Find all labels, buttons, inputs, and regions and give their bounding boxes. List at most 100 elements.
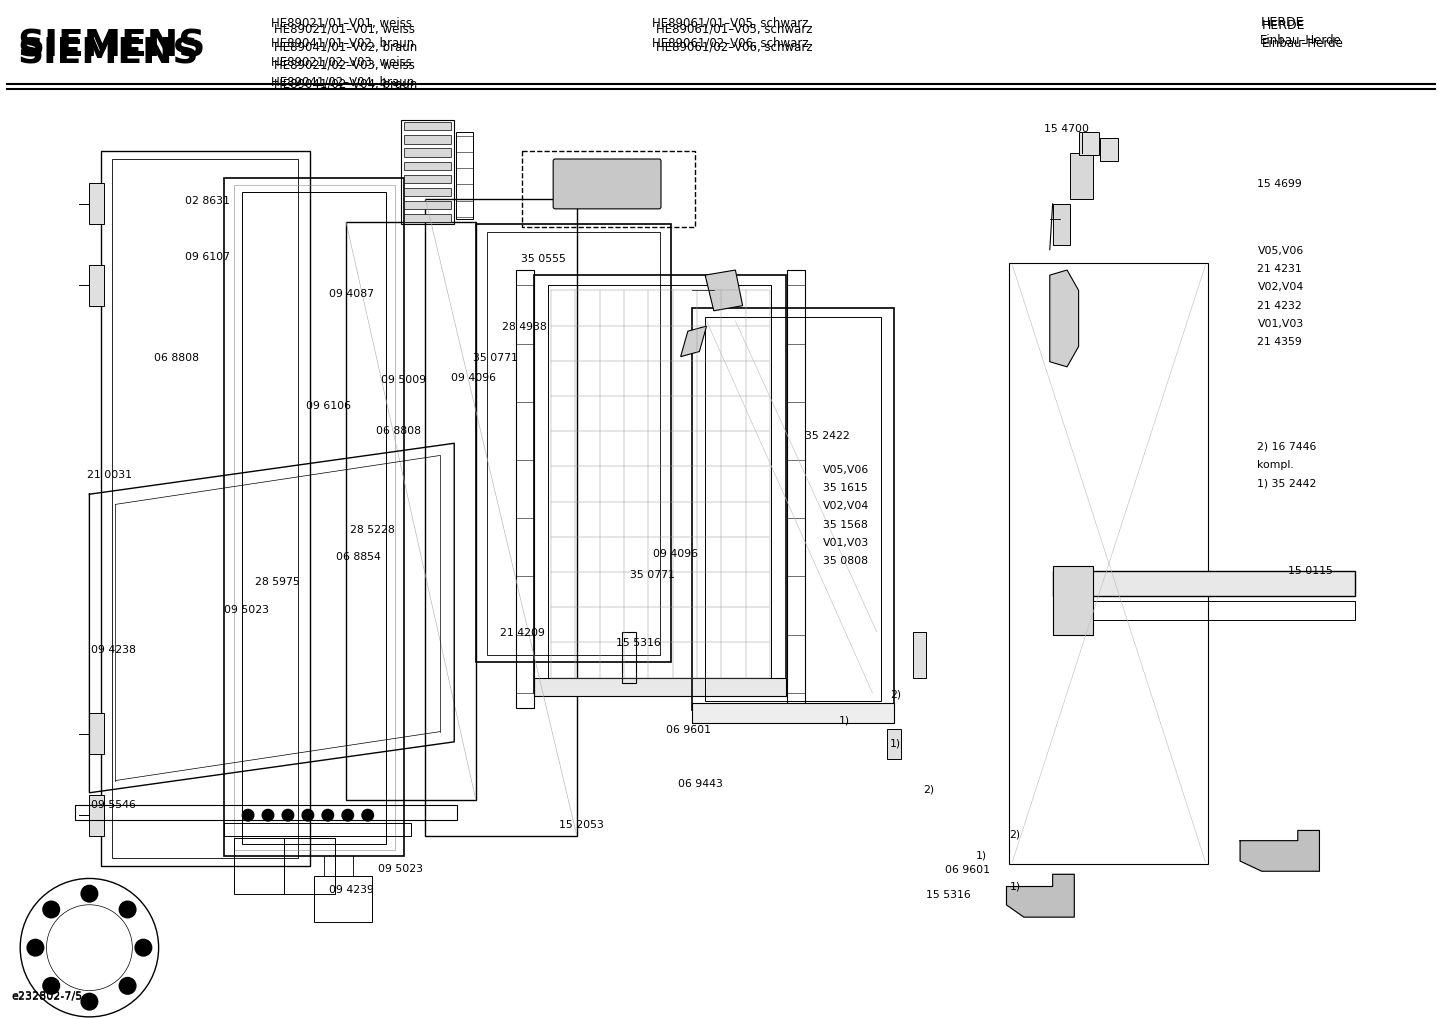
Text: 21 0031: 21 0031 xyxy=(87,470,131,480)
Bar xyxy=(1053,566,1093,635)
Text: 15 0115: 15 0115 xyxy=(1288,566,1332,576)
Text: 09 4238: 09 4238 xyxy=(91,645,136,655)
Text: 2): 2) xyxy=(923,785,934,795)
Text: V05,V06: V05,V06 xyxy=(823,465,870,475)
Text: HERDE: HERDE xyxy=(1262,19,1305,32)
Bar xyxy=(224,823,411,836)
Text: 21 4232: 21 4232 xyxy=(1257,301,1302,311)
Polygon shape xyxy=(887,729,901,759)
Text: 09 4087: 09 4087 xyxy=(329,289,373,300)
Circle shape xyxy=(303,809,314,821)
Bar xyxy=(75,805,457,820)
Text: 02 8631: 02 8631 xyxy=(185,196,229,206)
Text: 35 0771: 35 0771 xyxy=(630,570,675,580)
Polygon shape xyxy=(89,265,104,306)
Text: HE89041/01–V02, braun: HE89041/01–V02, braun xyxy=(274,41,417,53)
FancyBboxPatch shape xyxy=(554,159,660,209)
Text: 09 4096: 09 4096 xyxy=(653,549,698,559)
Text: V05,V06: V05,V06 xyxy=(1257,246,1304,256)
Bar xyxy=(622,632,636,683)
Bar xyxy=(404,136,451,144)
Bar xyxy=(404,187,451,196)
Polygon shape xyxy=(705,270,743,311)
Bar xyxy=(522,151,695,227)
Text: Einbau–Herde: Einbau–Herde xyxy=(1262,38,1344,50)
Bar xyxy=(516,270,534,708)
Text: 09 5546: 09 5546 xyxy=(91,800,136,810)
Text: 15 5316: 15 5316 xyxy=(616,638,660,648)
Text: HERDE: HERDE xyxy=(1260,16,1304,29)
Text: 28 5975: 28 5975 xyxy=(255,577,300,587)
Bar xyxy=(401,120,454,224)
Bar xyxy=(1009,263,1208,864)
Text: 06 8808: 06 8808 xyxy=(376,426,421,436)
Bar xyxy=(234,838,284,894)
Text: 35 1568: 35 1568 xyxy=(823,520,868,530)
Bar xyxy=(314,876,372,922)
Circle shape xyxy=(283,809,294,821)
Text: 21 4231: 21 4231 xyxy=(1257,264,1302,274)
Text: 35 1615: 35 1615 xyxy=(823,483,868,493)
Polygon shape xyxy=(1070,153,1093,199)
Bar xyxy=(692,703,894,723)
Text: SIEMENS: SIEMENS xyxy=(17,36,199,70)
Text: 28 4938: 28 4938 xyxy=(502,322,547,332)
Text: 1) 35 2442: 1) 35 2442 xyxy=(1257,478,1317,488)
Circle shape xyxy=(322,809,333,821)
Text: kompl.: kompl. xyxy=(1257,460,1293,470)
Text: HE89061/01–V05, schwarz: HE89061/01–V05, schwarz xyxy=(652,17,809,30)
Circle shape xyxy=(120,901,136,918)
Text: 09 5009: 09 5009 xyxy=(381,375,425,385)
Text: 09 4096: 09 4096 xyxy=(451,373,496,383)
Text: HE89041/02–V04, braun: HE89041/02–V04, braun xyxy=(274,77,417,90)
Bar xyxy=(404,149,451,157)
Polygon shape xyxy=(89,183,104,224)
Text: 15 4700: 15 4700 xyxy=(1044,124,1089,135)
Text: 1): 1) xyxy=(839,715,851,726)
Text: 06 9443: 06 9443 xyxy=(678,779,722,789)
Bar xyxy=(548,285,771,683)
Bar xyxy=(705,317,881,701)
Text: HE89021/02–V03, weiss: HE89021/02–V03, weiss xyxy=(271,56,412,68)
Text: e232802-7/5: e232802-7/5 xyxy=(12,991,82,1002)
Circle shape xyxy=(120,977,136,995)
Bar xyxy=(404,122,451,130)
Text: 21 4359: 21 4359 xyxy=(1257,337,1302,347)
Text: HE89021/01–V01, weiss: HE89021/01–V01, weiss xyxy=(271,17,412,30)
Circle shape xyxy=(27,940,43,956)
Polygon shape xyxy=(1240,830,1319,871)
Text: 28 5228: 28 5228 xyxy=(350,525,395,535)
Text: SIEMENS: SIEMENS xyxy=(17,29,206,65)
Text: e232802-7/5: e232802-7/5 xyxy=(12,990,82,1001)
Text: 2): 2) xyxy=(1009,829,1021,840)
Text: 09 6106: 09 6106 xyxy=(306,400,350,411)
Circle shape xyxy=(43,901,59,918)
Text: 2) 16 7446: 2) 16 7446 xyxy=(1257,441,1317,451)
Text: 09 6107: 09 6107 xyxy=(185,252,229,262)
Text: V02,V04: V02,V04 xyxy=(823,501,870,512)
Polygon shape xyxy=(681,326,707,357)
Text: 1): 1) xyxy=(976,851,988,861)
Text: 35 0771: 35 0771 xyxy=(473,353,518,363)
Text: 1): 1) xyxy=(890,739,901,749)
Text: HE89041/01–V02, braun: HE89041/01–V02, braun xyxy=(271,37,414,49)
Bar xyxy=(534,275,786,693)
Bar xyxy=(534,678,786,696)
Text: 09 5023: 09 5023 xyxy=(224,605,268,615)
Text: 09 5023: 09 5023 xyxy=(378,864,423,874)
Text: 15 2053: 15 2053 xyxy=(559,820,604,830)
Bar xyxy=(404,214,451,222)
Text: 35 2422: 35 2422 xyxy=(805,431,849,441)
Text: HE89041/02–V04, braun: HE89041/02–V04, braun xyxy=(271,75,414,88)
Text: 35 0808: 35 0808 xyxy=(823,556,868,567)
Polygon shape xyxy=(1100,138,1118,161)
Circle shape xyxy=(362,809,373,821)
Text: 09 4239: 09 4239 xyxy=(329,884,373,895)
Bar xyxy=(404,201,451,209)
Bar xyxy=(456,132,473,219)
Text: 06 9601: 06 9601 xyxy=(945,865,989,875)
Text: Einbau–Herde: Einbau–Herde xyxy=(1260,35,1343,47)
Bar xyxy=(476,224,671,662)
Text: 06 8808: 06 8808 xyxy=(154,353,199,363)
Bar xyxy=(1053,601,1355,620)
